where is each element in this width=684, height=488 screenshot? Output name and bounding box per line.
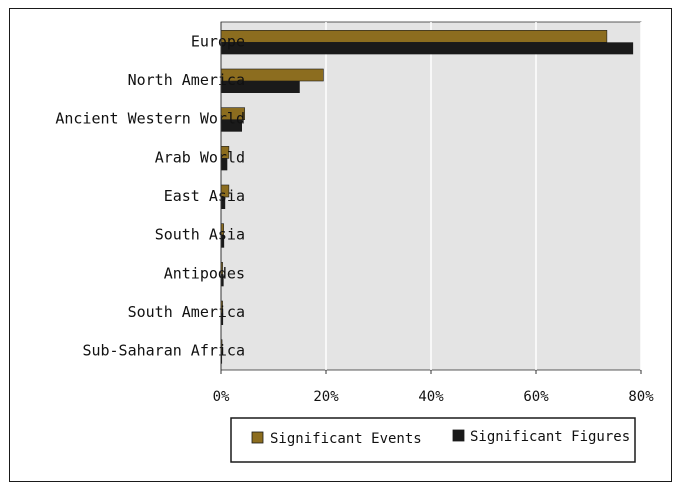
legend-swatch-figures: [452, 429, 465, 442]
bar-figures: [221, 42, 634, 55]
legend-box: [230, 417, 636, 463]
x-axis-ticks: 0% 20% 40% 60% 80%: [213, 370, 654, 405]
bar-figures: [221, 313, 224, 325]
category-label: Arab World: [155, 148, 245, 166]
legend-swatch-events: [251, 431, 264, 444]
legend-label-events: Significant Events: [270, 431, 422, 447]
category-label: Europe: [191, 32, 245, 50]
bar-events: [220, 30, 608, 43]
x-tick-label: 20%: [313, 389, 339, 405]
bar-figures: [221, 197, 226, 209]
bar-figures: [221, 158, 228, 171]
legend: Significant Events Significant Figures: [230, 417, 636, 463]
category-label: Antipodes: [164, 264, 245, 282]
bar-figures: [221, 119, 242, 132]
x-tick-label: 60%: [523, 389, 549, 405]
category-labels: Europe North America Ancient Western World…: [55, 32, 245, 359]
category-label: South America: [128, 303, 245, 321]
legend-label-figures: Significant Figures: [470, 429, 630, 445]
category-label: North America: [128, 71, 245, 89]
x-tick-label: 0%: [213, 389, 230, 405]
x-tick-label: 40%: [418, 389, 444, 405]
gridlines: [325, 22, 642, 370]
x-tick-label: 80%: [628, 389, 654, 405]
bars: [220, 30, 634, 364]
category-label: South Asia: [155, 226, 245, 244]
category-label: East Asia: [164, 187, 245, 205]
bar-figures: [221, 351, 223, 364]
bar-figures: [221, 81, 300, 93]
bar-figures: [221, 274, 224, 287]
category-label: Ancient Western World: [55, 110, 245, 128]
category-label: Sub-Saharan Africa: [82, 342, 245, 360]
bar-figures: [221, 235, 225, 248]
